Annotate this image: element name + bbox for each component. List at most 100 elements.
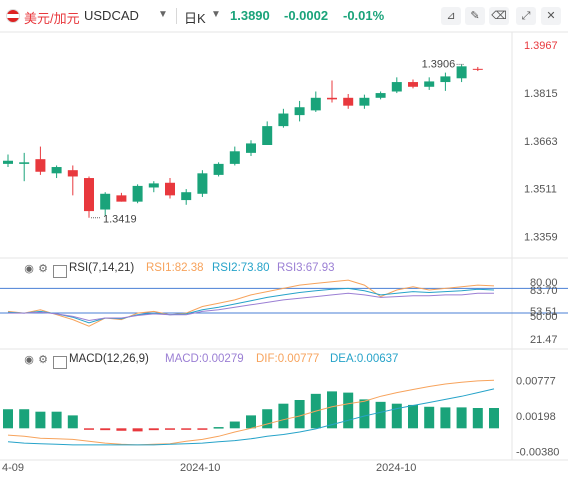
macd-histogram-bar (359, 399, 370, 429)
close-icon[interactable]: ✕ (541, 7, 561, 25)
candle-body (343, 97, 354, 106)
draw-tool-icon[interactable]: ✎ (465, 7, 485, 25)
macd-axis-label: 0.00198 (516, 411, 556, 423)
macd-histogram-bar (246, 415, 256, 429)
price-axis-label: 1.3663 (524, 136, 558, 148)
gear-icon[interactable]: ⚙ (38, 263, 48, 275)
candle-body (197, 173, 208, 194)
rsi-axis-label: 21.47 (530, 334, 558, 346)
indicator-box-icon[interactable] (53, 356, 67, 369)
rsi1-value: RSI1:82.38 (146, 262, 204, 274)
candle-body (84, 178, 94, 212)
rsi-axis-label: 50.00 (530, 311, 558, 323)
period-selector[interactable]: 日K (184, 11, 206, 26)
macd-line-dea (7, 388, 495, 446)
macd-histogram-bar (343, 392, 354, 429)
indicator-box-icon[interactable] (53, 265, 67, 278)
candle-body (19, 162, 30, 164)
rsi-axis-label: 53.51 (530, 306, 558, 318)
macd-line-dif (7, 379, 495, 446)
chevron-down-icon[interactable]: ▼ (211, 9, 221, 20)
macd-histogram-bar (35, 411, 46, 429)
rsi2-value: RSI2:73.80 (212, 262, 270, 274)
macd-histogram-bar (67, 415, 78, 429)
rsi3-value: RSI3:67.93 (277, 262, 335, 274)
macd-histogram-bar (489, 408, 499, 429)
dif-value: DIF:0.00777 (256, 353, 320, 365)
macd-histogram-bar (3, 409, 13, 429)
macd-histogram-bar (472, 408, 483, 429)
candle-body (116, 195, 127, 202)
macd-histogram-bar (327, 391, 337, 429)
candle-body (327, 97, 337, 100)
macd-histogram-bar (408, 404, 418, 429)
chart-header: 美元/加元 USDCAD ▼ 日K ▼ 1.3890 -0.0002 -0.01… (0, 0, 568, 32)
price-change: -0.0002 (284, 8, 329, 23)
macd-histogram-bar (440, 407, 451, 429)
macd-histogram-bar (132, 428, 143, 432)
candle-body (100, 193, 111, 210)
price-axis-label: 1.3815 (524, 88, 558, 100)
annotation-tool-icon[interactable]: ⊿ (441, 7, 461, 25)
flag-icon (6, 9, 20, 23)
high-price-label: 1.3906 (422, 58, 456, 70)
candle-body (3, 160, 13, 164)
candle-body (375, 93, 386, 98)
last-price: 1.3890 (230, 8, 270, 23)
delete-tool-icon[interactable]: ⌫ (489, 7, 509, 25)
candle-body (213, 163, 224, 175)
macd-histogram-bar (148, 428, 159, 431)
rsi-line-rsi3 (8, 292, 494, 322)
macd-axis-label: 0.00777 (516, 375, 556, 387)
candle-body (67, 170, 78, 177)
macd-histogram-bar (116, 428, 127, 431)
candle-body (294, 107, 305, 116)
candle-body (456, 66, 467, 79)
candle-body (359, 97, 370, 106)
macd-histogram-bar (84, 428, 94, 430)
macd-histogram-bar (19, 409, 30, 429)
candle-body (148, 183, 159, 188)
candle-body (408, 82, 418, 87)
rsi-axis-label: 80.00 (530, 277, 558, 289)
candle-body (472, 68, 483, 70)
candle-body (132, 185, 143, 202)
divider (176, 8, 177, 24)
chevron-down-icon[interactable]: ▼ (158, 9, 168, 20)
candle-body (391, 82, 402, 92)
symbol-name-cn[interactable]: 美元/加元 (24, 11, 80, 26)
macd-histogram-bar (391, 403, 402, 429)
time-axis-label: 2024-10 (376, 462, 416, 474)
candle-body (229, 151, 240, 164)
macd-histogram-bar (424, 406, 435, 429)
rsi-axis-label: 83.70 (530, 285, 558, 297)
candle-body (440, 76, 451, 83)
candle-body (51, 167, 62, 174)
rsi-line-rsi2 (7, 287, 495, 324)
macd-axis-label: -0.00380 (516, 447, 559, 459)
macd-label[interactable]: MACD(12,26,9) (69, 353, 149, 365)
price-axis-label: 1.3967 (524, 40, 558, 52)
price-axis-label: 1.3511 (524, 184, 557, 196)
fullscreen-icon[interactable]: ⤢ (516, 7, 536, 25)
time-axis-label: 4-09 (2, 462, 24, 474)
candle-body (310, 97, 321, 111)
rsi-line-rsi1 (7, 279, 495, 327)
rsi-label[interactable]: RSI(7,14,21) (69, 262, 135, 274)
low-price-label: 1.3419 (103, 214, 137, 226)
macd-value: MACD:0.00279 (165, 353, 244, 365)
macd-histogram-bar (456, 407, 467, 429)
macd-histogram-bar (375, 401, 386, 429)
candle-body (181, 192, 192, 201)
gear-icon[interactable]: ⚙ (38, 354, 48, 366)
time-axis-label: 2024-10 (180, 462, 220, 474)
price-change-pct: -0.01% (343, 8, 385, 23)
eye-icon[interactable]: ◉ (24, 354, 34, 366)
macd-histogram-bar (229, 421, 240, 429)
macd-histogram-bar (100, 428, 111, 431)
eye-icon[interactable]: ◉ (24, 263, 34, 275)
symbol-code[interactable]: USDCAD (84, 8, 139, 23)
price-axis-label: 1.3359 (524, 232, 558, 244)
dea-value: DEA:0.00637 (330, 353, 399, 365)
